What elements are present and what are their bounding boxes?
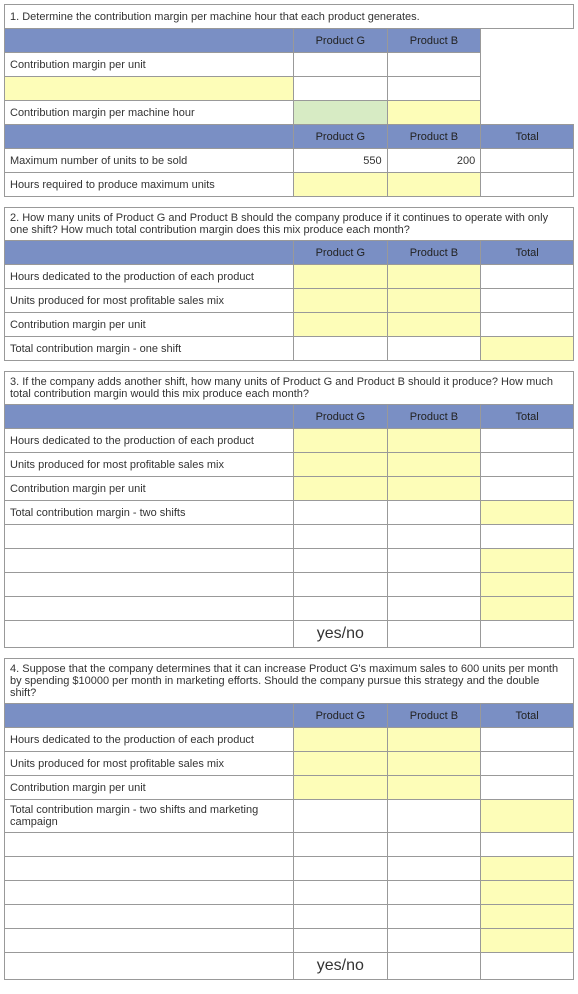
- q2-total-label: Total contribution margin - one shift: [5, 337, 294, 361]
- q1-hdr-blank: [5, 29, 294, 53]
- q1-hdr-g: Product G: [294, 29, 388, 53]
- q2-cmunit-g[interactable]: [294, 313, 388, 337]
- q2-hours-label: Hours dedicated to the production of eac…: [5, 265, 294, 289]
- q2-total-b[interactable]: [387, 337, 481, 361]
- q1-cmunit-b[interactable]: [387, 53, 481, 77]
- q3-text: 3. If the company adds another shift, ho…: [5, 372, 574, 405]
- q2-table: 2. How many units of Product G and Produ…: [4, 207, 574, 361]
- q1-hdr-b: Product B: [387, 29, 481, 53]
- q1b-hoursreq-b[interactable]: [387, 173, 481, 197]
- q3-total-label: Total contribution margin - two shifts: [5, 501, 294, 525]
- q2-cmunit-b[interactable]: [387, 313, 481, 337]
- q3-yesno[interactable]: yes/no: [294, 621, 388, 648]
- q1-text: 1. Determine the contribution margin per…: [5, 5, 574, 29]
- q4-total-label: Total contribution margin - two shifts a…: [5, 800, 294, 833]
- q1b-hdr-t: Total: [481, 125, 574, 149]
- q1b-maxunits-label: Maximum number of units to be sold: [5, 149, 294, 173]
- q1b-hdr-blank: [5, 125, 294, 149]
- q1-row-cmunit: Contribution margin per unit: [5, 53, 294, 77]
- q1-cmhour-b[interactable]: [387, 101, 481, 125]
- q4-yesno[interactable]: yes/no: [294, 953, 388, 980]
- q3-hdr-t: Total: [481, 405, 574, 429]
- q2-units-label: Units produced for most profitable sales…: [5, 289, 294, 313]
- q1-blank-label[interactable]: [5, 77, 294, 101]
- q2-units-b[interactable]: [387, 289, 481, 313]
- q4-cmunit-label: Contribution margin per unit: [5, 776, 294, 800]
- q2-hdr-t: Total: [481, 241, 574, 265]
- q1b-hdr-g: Product G: [294, 125, 388, 149]
- q2-total-t[interactable]: [481, 337, 574, 361]
- q3-hdr-b: Product B: [387, 405, 481, 429]
- q1b-hoursreq-label: Hours required to produce maximum units: [5, 173, 294, 197]
- q1b-hoursreq-g[interactable]: [294, 173, 388, 197]
- q4-hdr-t: Total: [481, 704, 574, 728]
- q2-text: 2. How many units of Product G and Produ…: [5, 208, 574, 241]
- q4-hdr-g: Product G: [294, 704, 388, 728]
- q2-cmunit-label: Contribution margin per unit: [5, 313, 294, 337]
- q2-hours-g[interactable]: [294, 265, 388, 289]
- q4-text: 4. Suppose that the company determines t…: [5, 659, 574, 704]
- q2-hdr-b: Product B: [387, 241, 481, 265]
- q3-hdr-g: Product G: [294, 405, 388, 429]
- q2-total-g[interactable]: [294, 337, 388, 361]
- q2-units-g[interactable]: [294, 289, 388, 313]
- q4-hdr-b: Product B: [387, 704, 481, 728]
- q1b-maxunits-b: 200: [387, 149, 481, 173]
- q4-hours-label: Hours dedicated to the production of eac…: [5, 728, 294, 752]
- q1-table-top: 1. Determine the contribution margin per…: [4, 4, 574, 197]
- q4-table: 4. Suppose that the company determines t…: [4, 658, 574, 980]
- q3-table: 3. If the company adds another shift, ho…: [4, 371, 574, 648]
- q3-hours-label: Hours dedicated to the production of eac…: [5, 429, 294, 453]
- q1-cmhour-g[interactable]: [294, 101, 388, 125]
- q1b-hdr-b: Product B: [387, 125, 481, 149]
- q1-blank-g[interactable]: [294, 77, 388, 101]
- q3-cmunit-label: Contribution margin per unit: [5, 477, 294, 501]
- q2-hours-b[interactable]: [387, 265, 481, 289]
- q1b-hoursreq-t[interactable]: [481, 173, 574, 197]
- q2-hdr-g: Product G: [294, 241, 388, 265]
- q1b-maxunits-g: 550: [294, 149, 388, 173]
- q1-cmunit-g[interactable]: [294, 53, 388, 77]
- q3-units-label: Units produced for most profitable sales…: [5, 453, 294, 477]
- q4-units-label: Units produced for most profitable sales…: [5, 752, 294, 776]
- q1-blank-b[interactable]: [387, 77, 481, 101]
- q1b-maxunits-t[interactable]: [481, 149, 574, 173]
- q1-row-cmhour: Contribution margin per machine hour: [5, 101, 294, 125]
